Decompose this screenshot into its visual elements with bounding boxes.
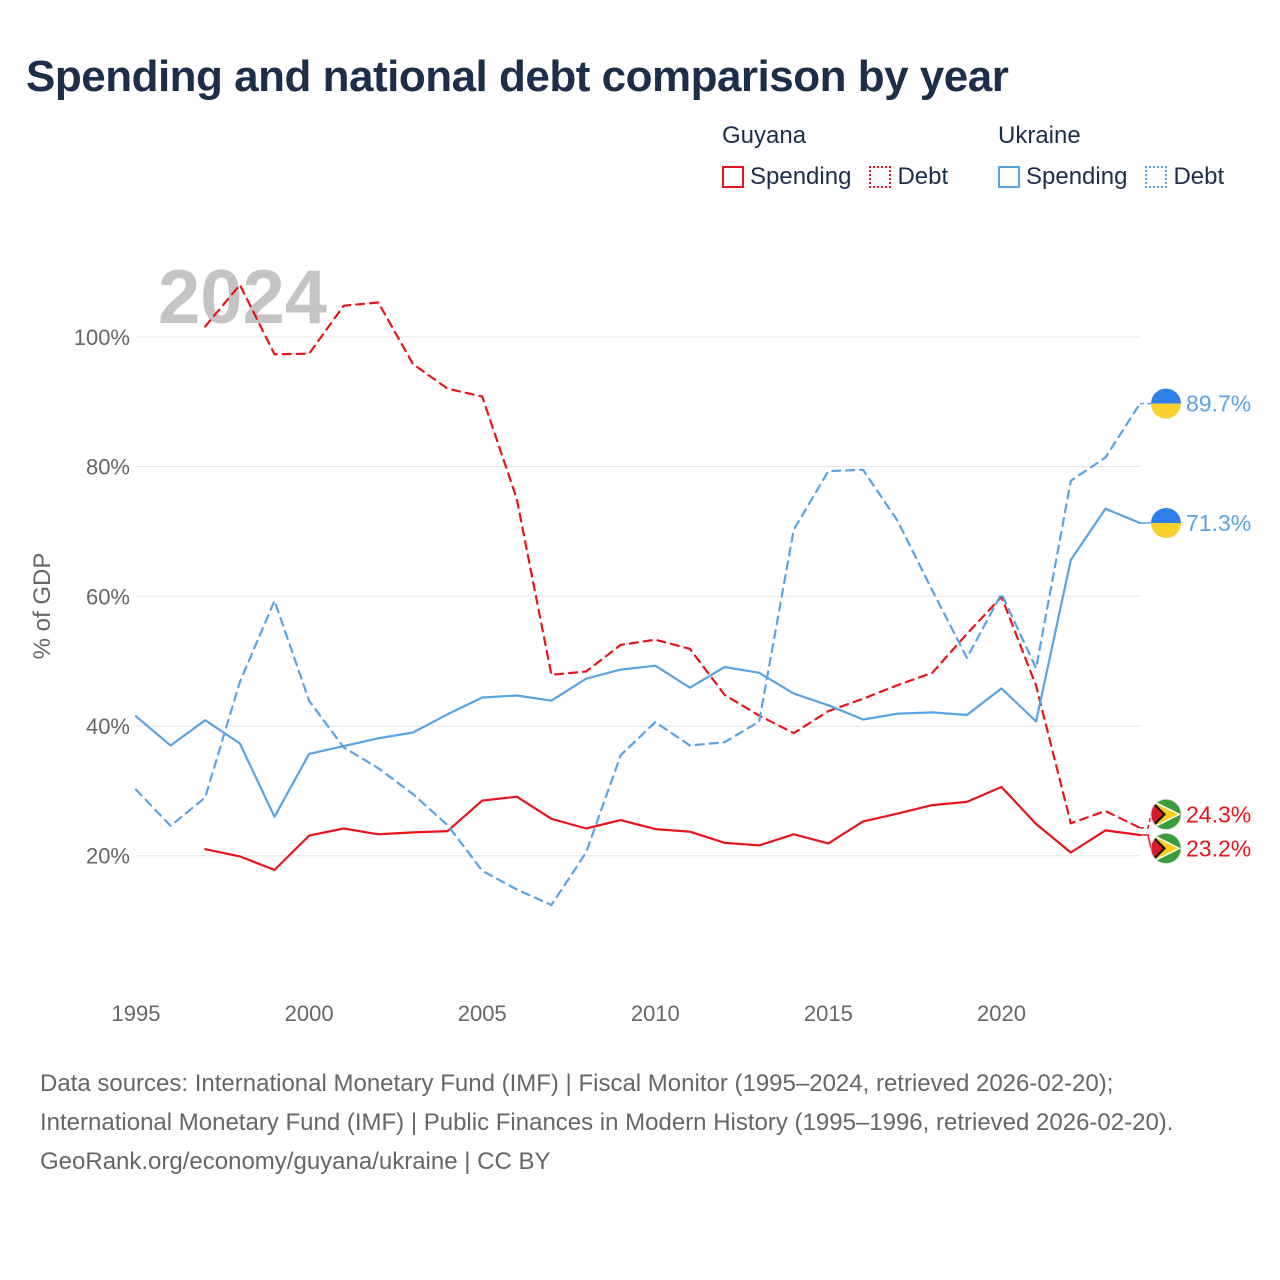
series-line-ukraine-spending[interactable] bbox=[134, 507, 1142, 818]
guyana-flag-icon bbox=[1150, 833, 1182, 864]
y-axis-label: % of GDP bbox=[29, 553, 56, 660]
legend-group-label: Guyana bbox=[722, 122, 807, 149]
credit-link[interactable]: GeoRank.org/economy/guyana/ukraine | CC … bbox=[40, 1148, 551, 1175]
guyana-flag-icon bbox=[1150, 799, 1182, 830]
x-axis-ticks: 1995 2000 2005 2010 2015 2020 bbox=[112, 1001, 1026, 1026]
ukraine-flag-icon bbox=[1151, 507, 1181, 538]
legend-item-ukraine-spending[interactable]: Spending bbox=[998, 163, 1127, 191]
ukraine-flag-icon bbox=[1151, 388, 1181, 419]
legend-item-label: Debt bbox=[897, 163, 949, 190]
endpoint-value-label: 71.3% bbox=[1186, 510, 1251, 536]
series-layer bbox=[134, 283, 1142, 907]
endpoint-connector bbox=[1140, 834, 1152, 849]
x-tick-label: 2020 bbox=[977, 1001, 1026, 1026]
endpoint-value-label: 23.2% bbox=[1186, 835, 1251, 861]
x-tick-label: 1995 bbox=[112, 1001, 161, 1026]
endpoint-value-label: 24.3% bbox=[1186, 801, 1251, 827]
y-tick-label: 40% bbox=[86, 714, 130, 739]
legend-item-label: Spending bbox=[750, 163, 852, 190]
x-tick-label: 2005 bbox=[458, 1001, 507, 1026]
legend-item-label: Spending bbox=[1026, 163, 1128, 190]
x-tick-label: 2015 bbox=[804, 1001, 853, 1026]
y-tick-label: 20% bbox=[86, 844, 130, 869]
legend-swatch-solid bbox=[998, 166, 1020, 188]
x-tick-label: 2000 bbox=[285, 1001, 334, 1026]
series-line-guyana-debt[interactable] bbox=[204, 283, 1142, 829]
y-axis-ticks: 20% 40% 60% 80% 100% bbox=[74, 325, 130, 869]
legend-item-ukraine-debt[interactable]: Debt bbox=[1145, 163, 1224, 191]
legend-group-label: Ukraine bbox=[998, 122, 1081, 149]
legend-group-guyana: Guyana Spending Debt bbox=[722, 122, 966, 198]
series-line-ukraine-debt[interactable] bbox=[134, 402, 1142, 907]
legend-group-ukraine: Ukraine Spending Debt bbox=[998, 122, 1242, 198]
line-chart: 2024 20% 40% 60% 80% 100% 1995 2000 2005 2010 20… bbox=[29, 255, 1251, 1026]
legend-item-guyana-debt[interactable]: Debt bbox=[869, 163, 948, 191]
data-sources: Data sources: International Monetary Fun… bbox=[40, 1070, 1174, 1136]
footer: Data sources: International Monetary Fun… bbox=[40, 1064, 1240, 1181]
legend-swatch-dotted bbox=[869, 166, 892, 188]
legend-swatch-dotted bbox=[1145, 166, 1168, 188]
endpoint-connector bbox=[1140, 814, 1152, 829]
endpoint-value-label: 89.7% bbox=[1186, 391, 1251, 417]
legend-swatch-solid bbox=[722, 166, 744, 188]
y-tick-label: 80% bbox=[86, 455, 130, 480]
year-watermark: 2024 bbox=[158, 255, 327, 340]
y-tick-label: 100% bbox=[74, 325, 130, 350]
x-tick-label: 2010 bbox=[631, 1001, 680, 1026]
endpoint-layer: 89.7% 71.3% 24.3% 23.2% bbox=[1140, 388, 1251, 864]
gridlines bbox=[136, 336, 1140, 857]
legend-item-label: Debt bbox=[1173, 163, 1225, 190]
y-tick-label: 60% bbox=[86, 584, 130, 609]
chart-title: Spending and national debt comparison by… bbox=[26, 52, 1009, 101]
legend-item-guyana-spending[interactable]: Spending bbox=[722, 163, 851, 191]
series-line-guyana-spending[interactable] bbox=[204, 785, 1142, 872]
